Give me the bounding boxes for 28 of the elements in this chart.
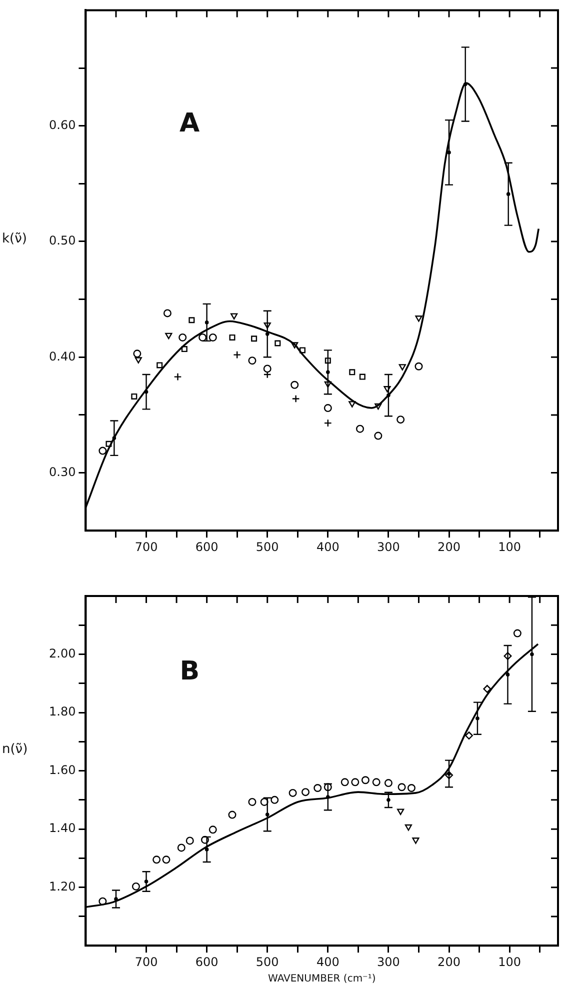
x-tick-label: 400 xyxy=(316,540,340,554)
y-tick-label: 1.60 xyxy=(49,762,76,777)
annotation: A xyxy=(180,108,200,138)
x-tick-label: 200 xyxy=(438,540,460,554)
annotation: B xyxy=(180,656,200,687)
x-tick-label: 700 xyxy=(134,540,158,554)
x-tick-label: 500 xyxy=(256,954,279,969)
x-tick-label: 400 xyxy=(316,954,340,969)
y-tick-label: 0.40 xyxy=(49,349,76,364)
y-axis-title: n(ν̃) xyxy=(2,742,28,758)
y-tick-label: 2.00 xyxy=(49,646,76,660)
y-tick-label: 0.30 xyxy=(49,464,76,479)
y-tick-label: 0.50 xyxy=(49,234,76,248)
x-tick-label: 300 xyxy=(377,954,400,969)
x-tick-label: 200 xyxy=(438,954,460,969)
y-tick-label: 1.80 xyxy=(49,704,76,719)
x-tick-label: 100 xyxy=(498,540,522,554)
x-tick-label: 600 xyxy=(195,954,218,969)
x-tick-label: 300 xyxy=(377,540,400,554)
y-tick-label: 1.40 xyxy=(49,821,76,836)
x-axis-title: WAVENUMBER (cm⁻¹) xyxy=(268,974,376,985)
y-axis-title: k(ν̃) xyxy=(2,232,27,247)
x-tick-label: 500 xyxy=(256,540,279,554)
y-tick-label: 0.60 xyxy=(49,118,76,132)
y-tick-label: 1.20 xyxy=(49,879,76,894)
x-tick-label: 700 xyxy=(134,954,158,969)
x-tick-label: 100 xyxy=(498,954,522,969)
x-tick-label: 600 xyxy=(195,540,218,554)
